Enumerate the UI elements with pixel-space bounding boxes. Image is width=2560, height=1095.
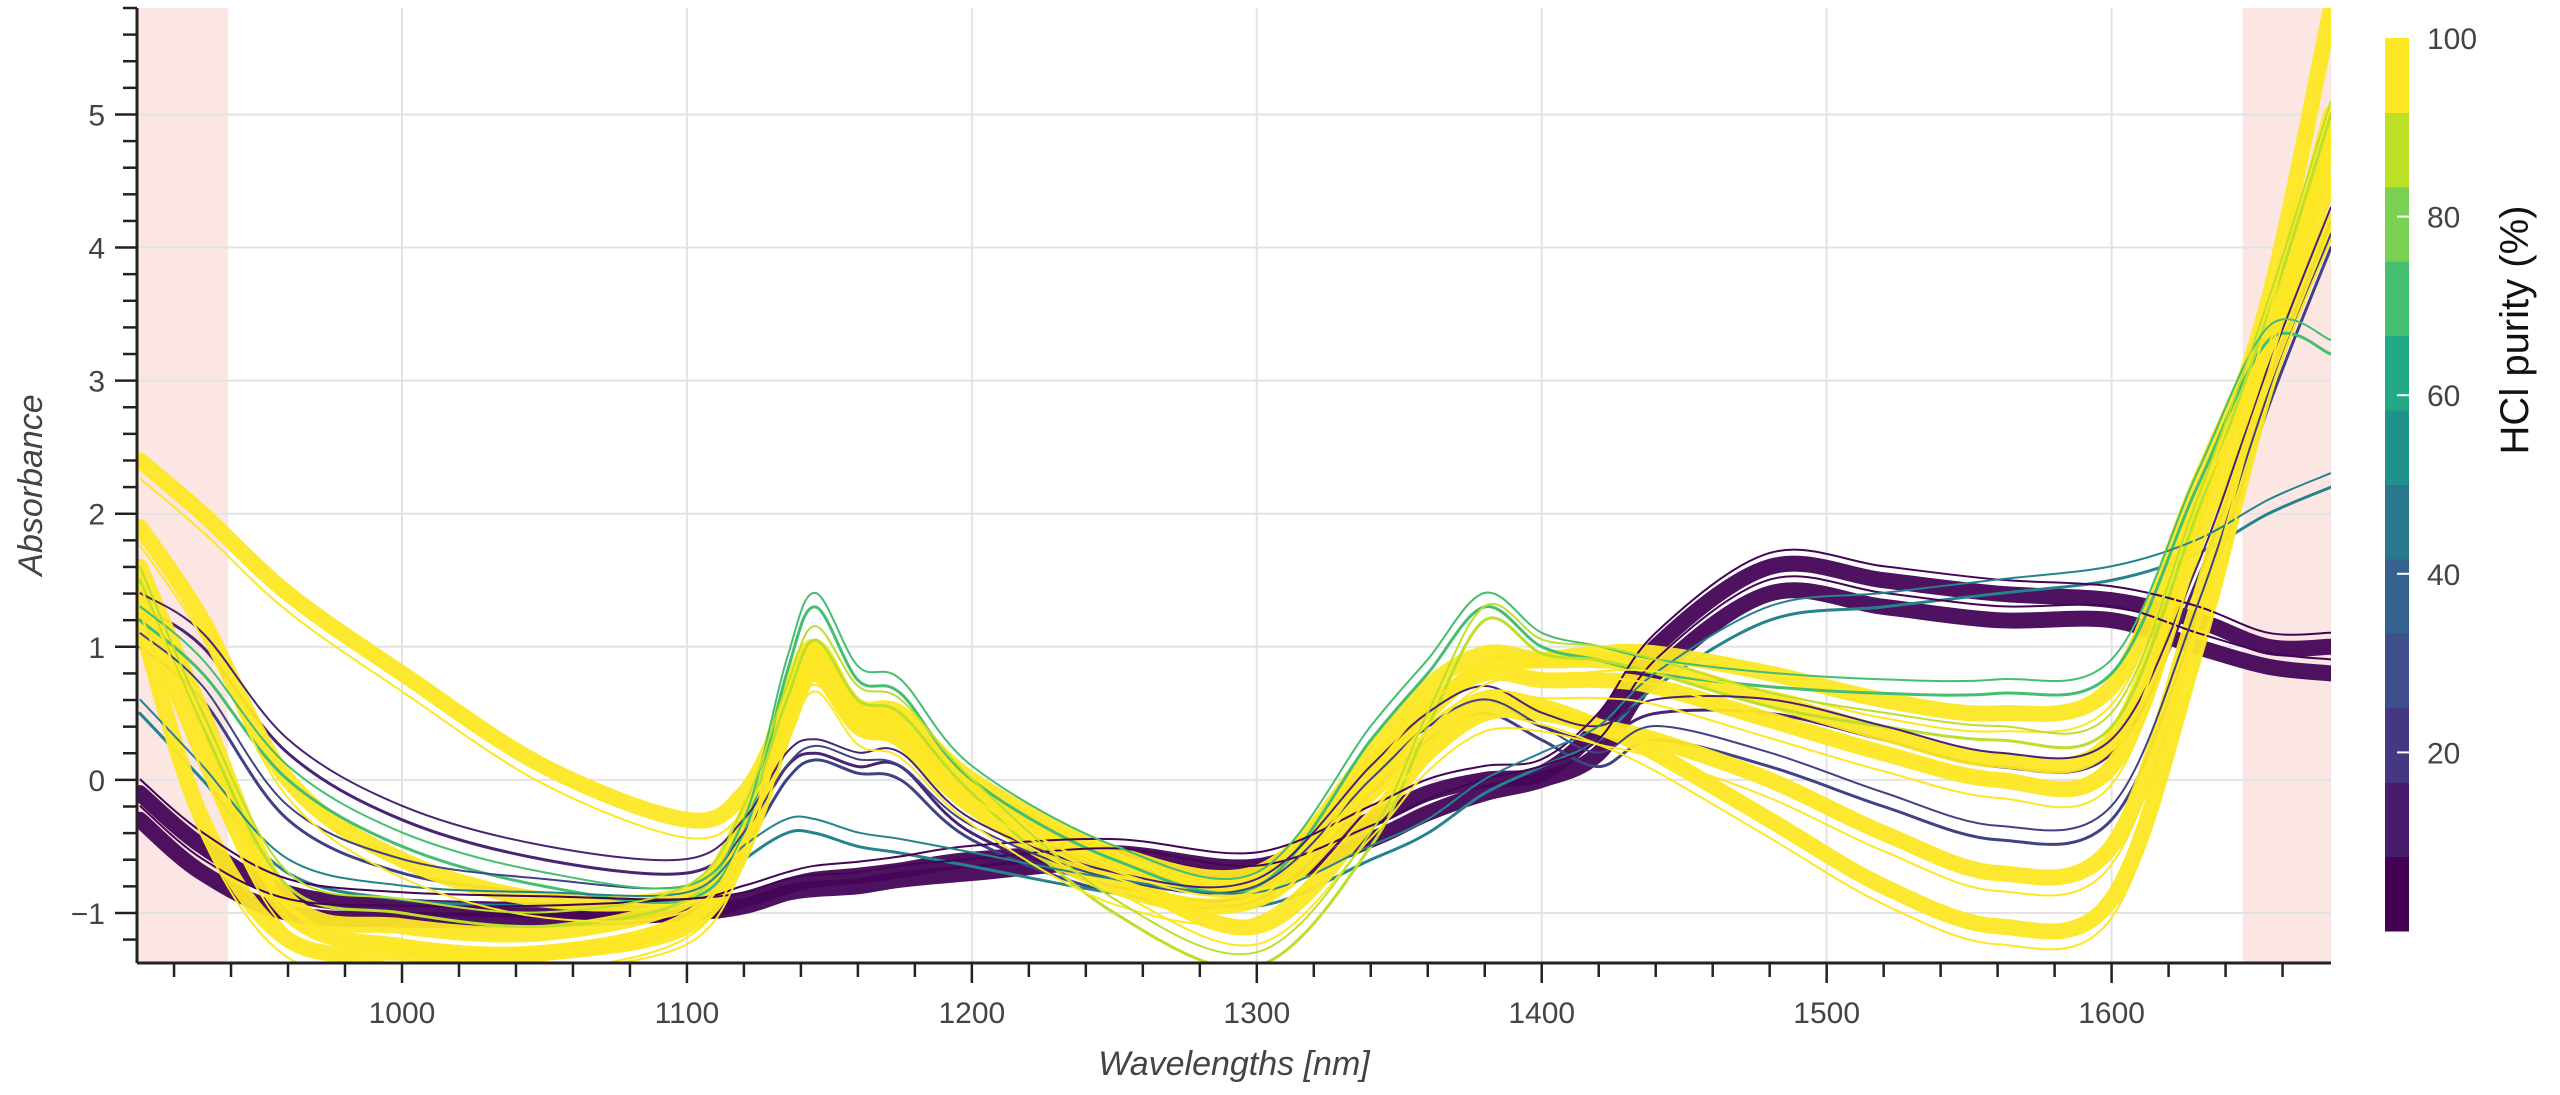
spectrum-line — [138, 246, 2331, 909]
spectrum-line — [139, 472, 2331, 898]
spectrum-line — [139, 198, 2331, 910]
spectrum-line — [137, 133, 2331, 963]
colorbar-bin — [2385, 782, 2409, 858]
spectrum-line — [139, 132, 2331, 923]
y-tick-labels: −1 0 1 2 3 4 5 — [71, 99, 105, 930]
colorbar-bin — [2385, 261, 2409, 337]
spectrum-line — [138, 485, 2331, 912]
spectrum-line — [138, 219, 2331, 903]
spectrum-line — [138, 158, 2331, 963]
x-tick-label: 1000 — [369, 997, 436, 1030]
y-axis-title: Absorbance — [12, 394, 50, 577]
grid — [137, 8, 2331, 963]
y-tick-label: 1 — [88, 632, 105, 665]
spectrum-line — [138, 100, 2331, 956]
colorbar-tick-labels: 20 40 60 80 100 — [2427, 23, 2477, 770]
colorbar-title: HCl purity (%) — [2493, 206, 2537, 455]
colorbar-bin — [2385, 856, 2409, 932]
colorbar — [2385, 38, 2409, 932]
colorbar-tick-label: 80 — [2427, 202, 2460, 235]
colorbar-bin — [2385, 410, 2409, 485]
colorbar-bin — [2385, 112, 2409, 188]
y-tick-label: 3 — [88, 366, 105, 399]
colorbar-bin — [2385, 633, 2409, 709]
colorbar-tick-label: 20 — [2427, 737, 2460, 770]
y-tick-label: 0 — [88, 765, 105, 798]
y-tick-label: 4 — [88, 233, 105, 266]
colorbar-bin — [2385, 707, 2409, 783]
x-tick-label: 1100 — [655, 997, 720, 1030]
y-tick-label: 5 — [88, 99, 105, 132]
colorbar-tick-label: 40 — [2427, 559, 2460, 592]
colorbar-bin — [2385, 558, 2409, 634]
spectrum-line — [139, 206, 2331, 889]
x-axis-title: Wavelengths [nm] — [1098, 1045, 1371, 1083]
spectrum-line — [138, 238, 2331, 963]
spectrum-line — [139, 233, 2331, 895]
spectra-lines — [137, 8, 2331, 963]
colorbar-bin — [2385, 484, 2409, 560]
spectrum-line — [139, 575, 2331, 908]
spectrum-line — [139, 318, 2331, 890]
x-tick-label: 1200 — [938, 997, 1005, 1030]
x-tick-label: 1300 — [1223, 997, 1290, 1030]
colorbar-tick-label: 60 — [2427, 380, 2460, 413]
shaded-regions — [137, 8, 2331, 963]
axes — [115, 6, 2331, 983]
colorbar-bin — [2385, 186, 2409, 262]
y-tick-label: −1 — [71, 898, 105, 931]
spectrum-line — [138, 112, 2331, 963]
x-tick-label: 1400 — [1508, 997, 1575, 1030]
spectrum-line — [137, 8, 2331, 943]
spectrum-line — [139, 548, 2331, 901]
x-tick-labels: 1000 1100 1200 1300 1400 1500 1600 — [369, 997, 2145, 1030]
colorbar-bin — [2385, 335, 2409, 411]
colorbar-tick-label: 100 — [2427, 23, 2477, 56]
y-tick-label: 2 — [88, 499, 105, 532]
colorbar-bin — [2385, 38, 2409, 113]
x-tick-label: 1600 — [2078, 997, 2145, 1030]
spectrum-line — [138, 25, 2331, 954]
spectrum-line — [137, 106, 2331, 912]
x-tick-label: 1500 — [1793, 997, 1860, 1030]
